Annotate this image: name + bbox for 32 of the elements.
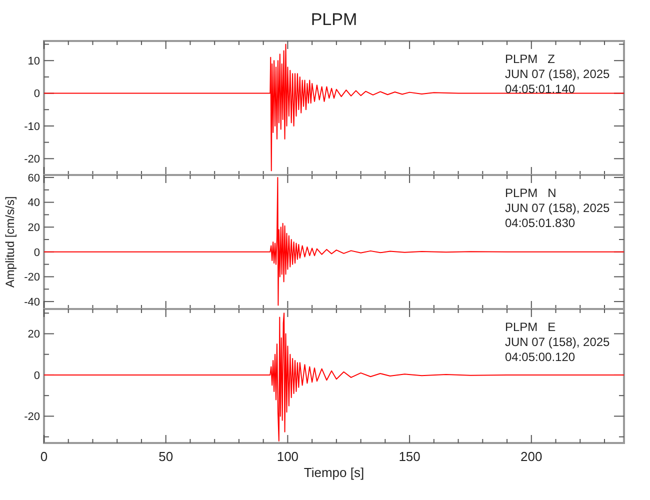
x-axis-title: Tiempo [s] <box>304 465 364 480</box>
y-tick-label: 40 <box>28 197 40 210</box>
annotation: PLPM N <box>505 186 556 200</box>
x-tick-label: 200 <box>520 449 542 464</box>
y-tick-label: 0 <box>34 370 40 382</box>
annotation: 04:05:01.140 <box>505 82 576 96</box>
annotation: PLPM Z <box>505 52 556 66</box>
y-tick-label: -20 <box>24 411 40 424</box>
y-tick-label: 10 <box>28 55 40 68</box>
y-tick-label: -20 <box>24 154 40 166</box>
y-tick-label: 20 <box>28 328 40 341</box>
line-series <box>44 44 624 172</box>
annotation: JUN 07 (158), 2025 <box>505 201 610 215</box>
x-tick-label: 100 <box>276 449 299 464</box>
annotation: JUN 07 (158), 2025 <box>505 335 610 349</box>
annotation: PLPM E <box>505 320 556 334</box>
y-tick-label: 0 <box>34 88 40 100</box>
y-tick-label: -10 <box>24 120 40 133</box>
annotation: 04:05:00.120 <box>505 350 576 364</box>
x-tick-label: 50 <box>158 449 174 464</box>
x-tick-label: 150 <box>398 449 420 464</box>
y-axis-title: Amplitud [cm/s/s] <box>3 196 17 288</box>
y-tick-label: -40 <box>24 296 40 308</box>
annotation: JUN 07 (158), 2025 <box>505 67 610 81</box>
y-tick-label: 0 <box>34 246 40 259</box>
line-series <box>44 312 624 442</box>
y-tick-label: -20 <box>24 272 40 284</box>
annotation: 04:05:01.830 <box>505 216 576 230</box>
line-series <box>44 176 624 306</box>
y-tick-label: 20 <box>28 222 40 234</box>
y-tick-label: 60 <box>28 172 40 184</box>
chart-title: PLPM <box>310 10 358 29</box>
